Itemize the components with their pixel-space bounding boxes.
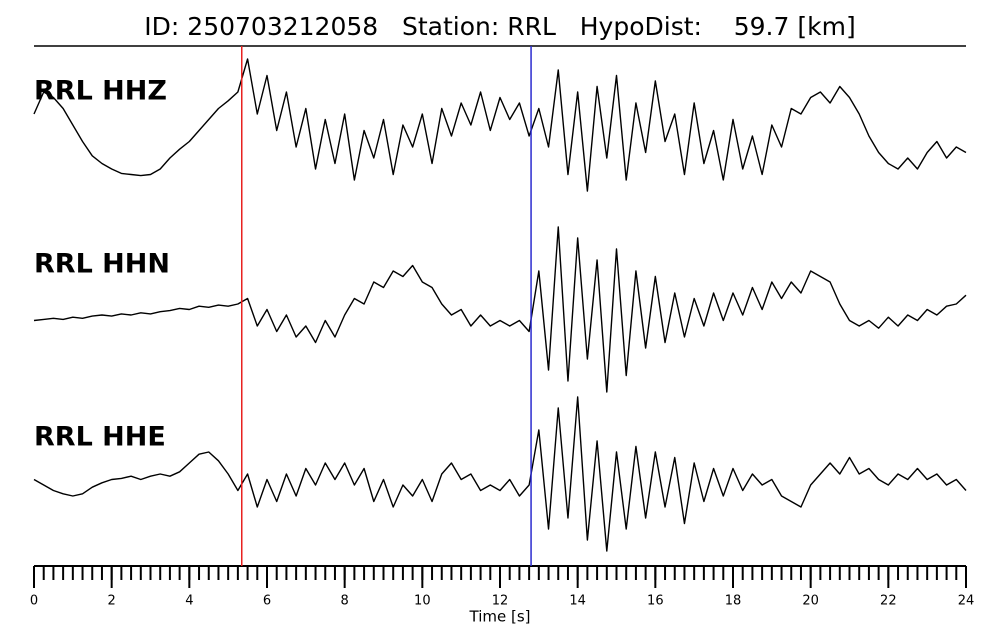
x-tick-label: 20 xyxy=(802,594,819,609)
trace-name: RRL HHZ xyxy=(34,76,167,107)
x-tick-label: 18 xyxy=(725,594,742,609)
x-tick-label: 24 xyxy=(958,594,975,609)
x-tick-label: 6 xyxy=(263,594,271,609)
trace-name: RRL HHE xyxy=(34,422,166,453)
x-tick-label: 8 xyxy=(341,594,349,609)
waveform xyxy=(33,396,967,552)
waveform xyxy=(33,58,967,192)
x-tick-label: 14 xyxy=(569,594,586,609)
x-tick-label: 12 xyxy=(492,594,509,609)
x-axis-label: Time [s] xyxy=(469,608,531,626)
waveform xyxy=(33,226,967,393)
x-tick-label: 22 xyxy=(880,594,897,609)
x-tick-label: 2 xyxy=(108,594,116,609)
x-tick-label: 0 xyxy=(30,594,38,609)
trace-name: RRL HHN xyxy=(34,249,170,280)
x-tick-label: 4 xyxy=(185,594,193,609)
x-tick-label: 16 xyxy=(647,594,664,609)
chart-title: ID: 250703212058 Station: RRL HypoDist: … xyxy=(144,12,855,41)
x-tick-label: 10 xyxy=(414,594,431,609)
